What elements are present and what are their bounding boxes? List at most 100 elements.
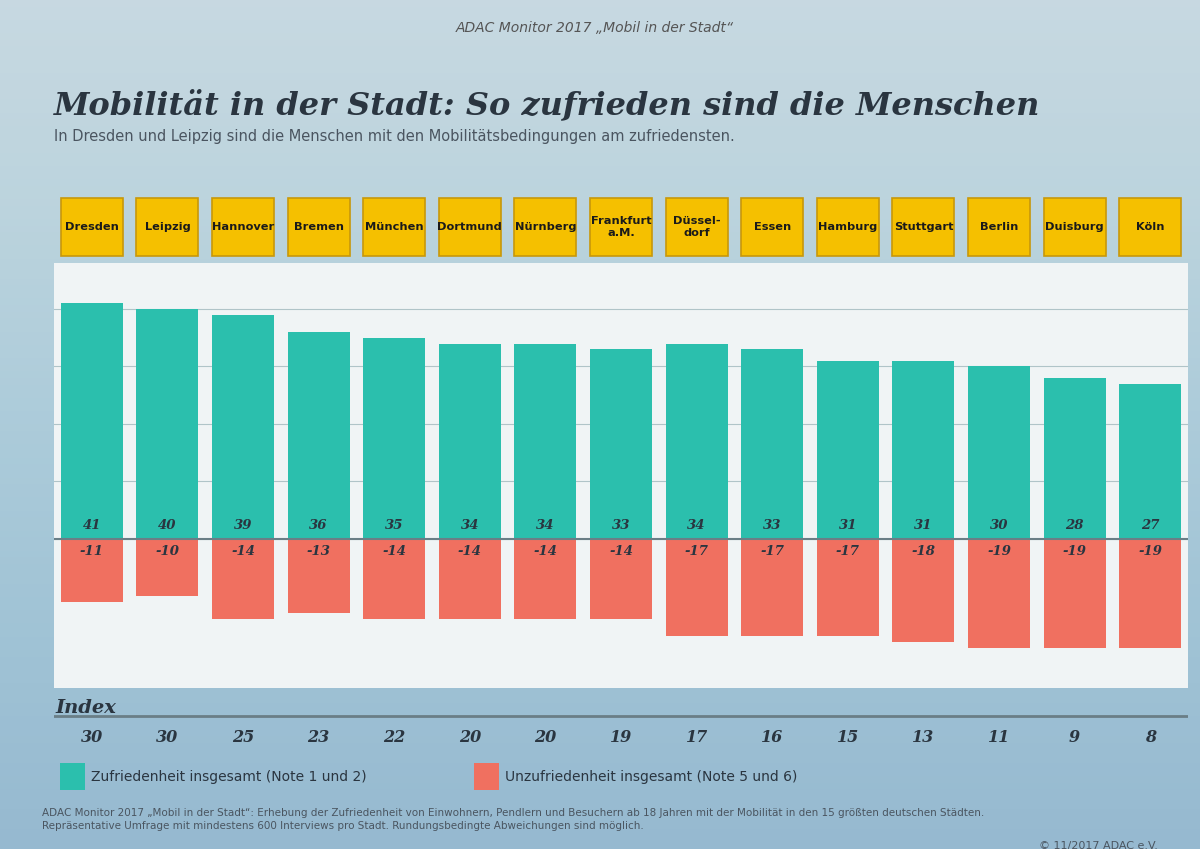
Text: Köln: Köln [1136, 222, 1164, 232]
Bar [212, 315, 274, 538]
Bar [968, 538, 1030, 648]
Bar [439, 538, 500, 619]
Bar [515, 344, 576, 538]
Bar [590, 349, 652, 538]
Text: In Dresden und Leipzig sind die Menschen mit den Mobilitätsbedingungen am zufrie: In Dresden und Leipzig sind die Menschen… [54, 129, 734, 144]
Text: 8: 8 [1145, 728, 1156, 746]
FancyBboxPatch shape [439, 199, 500, 256]
Bar [1044, 378, 1105, 538]
Text: 30: 30 [80, 728, 103, 746]
Text: Nürnberg: Nürnberg [515, 222, 576, 232]
Text: Index: Index [55, 700, 116, 717]
Text: ADAC Monitor 2017 „Mobil in der Stadt“: Erhebung der Zufriedenheit von Einwohner: ADAC Monitor 2017 „Mobil in der Stadt“: … [42, 808, 984, 818]
Bar [61, 538, 122, 602]
Text: ADAC Monitor 2017 „Mobil in der Stadt“: ADAC Monitor 2017 „Mobil in der Stadt“ [456, 21, 734, 35]
Text: -19: -19 [1138, 545, 1162, 559]
Bar [61, 303, 122, 538]
Text: 41: 41 [83, 519, 101, 531]
Text: 39: 39 [234, 519, 252, 531]
Bar [474, 763, 498, 790]
Text: -14: -14 [608, 545, 634, 559]
Bar [666, 344, 727, 538]
Text: Zufriedenheit insgesamt (Note 1 und 2): Zufriedenheit insgesamt (Note 1 und 2) [91, 770, 367, 784]
Text: -14: -14 [382, 545, 406, 559]
Bar [212, 538, 274, 619]
Text: 17: 17 [685, 728, 708, 746]
Text: Hamburg: Hamburg [818, 222, 877, 232]
Text: 31: 31 [914, 519, 932, 531]
Text: -18: -18 [912, 545, 936, 559]
Text: 9: 9 [1069, 728, 1080, 746]
FancyBboxPatch shape [893, 199, 954, 256]
Bar [742, 538, 803, 636]
Text: -14: -14 [533, 545, 557, 559]
FancyBboxPatch shape [1044, 199, 1105, 256]
Text: 28: 28 [1066, 519, 1084, 531]
Bar [893, 361, 954, 538]
Text: 30: 30 [156, 728, 179, 746]
Bar [288, 538, 349, 613]
FancyBboxPatch shape [137, 199, 198, 256]
Text: -17: -17 [684, 545, 708, 559]
Bar [742, 349, 803, 538]
FancyBboxPatch shape [817, 199, 878, 256]
Text: Duisburg: Duisburg [1045, 222, 1104, 232]
FancyBboxPatch shape [742, 199, 803, 256]
Text: Unzufriedenheit insgesamt (Note 5 und 6): Unzufriedenheit insgesamt (Note 5 und 6) [505, 770, 798, 784]
FancyBboxPatch shape [288, 199, 349, 256]
Bar [515, 538, 576, 619]
Text: 15: 15 [836, 728, 859, 746]
Bar [439, 344, 500, 538]
Text: 16: 16 [761, 728, 784, 746]
Text: 35: 35 [385, 519, 403, 531]
Text: Repräsentative Umfrage mit mindestens 600 Interviews pro Stadt. Rundungsbedingte: Repräsentative Umfrage mit mindestens 60… [42, 821, 643, 831]
Text: München: München [365, 222, 424, 232]
Bar [1120, 384, 1181, 538]
Text: 31: 31 [839, 519, 857, 531]
Text: Frankfurt
a.M.: Frankfurt a.M. [590, 216, 652, 238]
Text: 19: 19 [610, 728, 632, 746]
FancyBboxPatch shape [1120, 199, 1181, 256]
Text: -19: -19 [1063, 545, 1087, 559]
Text: 34: 34 [461, 519, 479, 531]
Text: 34: 34 [688, 519, 706, 531]
Text: 20: 20 [458, 728, 481, 746]
Text: Hannover: Hannover [212, 222, 274, 232]
Text: -14: -14 [458, 545, 482, 559]
Text: 34: 34 [536, 519, 554, 531]
Text: -19: -19 [986, 545, 1010, 559]
Text: Berlin: Berlin [980, 222, 1018, 232]
FancyBboxPatch shape [364, 199, 425, 256]
Text: Leipzig: Leipzig [144, 222, 191, 232]
Text: 33: 33 [763, 519, 781, 531]
Bar [817, 538, 878, 636]
FancyBboxPatch shape [515, 199, 576, 256]
Text: 40: 40 [158, 519, 176, 531]
Text: -11: -11 [79, 545, 104, 559]
Text: -13: -13 [307, 545, 330, 559]
Bar [893, 538, 954, 642]
Bar [1044, 538, 1105, 648]
Bar [60, 763, 85, 790]
Text: -17: -17 [835, 545, 859, 559]
Text: © 11/2017 ADAC e.V.: © 11/2017 ADAC e.V. [1039, 841, 1158, 849]
Text: 33: 33 [612, 519, 630, 531]
Text: 22: 22 [383, 728, 406, 746]
Text: 25: 25 [232, 728, 254, 746]
FancyBboxPatch shape [212, 199, 274, 256]
Text: Dresden: Dresden [65, 222, 119, 232]
Bar [817, 361, 878, 538]
Bar [137, 538, 198, 596]
Bar [364, 538, 425, 619]
Text: 20: 20 [534, 728, 557, 746]
Text: 13: 13 [912, 728, 935, 746]
FancyBboxPatch shape [968, 199, 1030, 256]
Text: Dortmund: Dortmund [438, 222, 502, 232]
Bar [364, 338, 425, 538]
FancyBboxPatch shape [666, 199, 727, 256]
Text: 11: 11 [988, 728, 1010, 746]
Text: 27: 27 [1141, 519, 1159, 531]
FancyBboxPatch shape [590, 199, 652, 256]
Bar [1120, 538, 1181, 648]
Bar [590, 538, 652, 619]
